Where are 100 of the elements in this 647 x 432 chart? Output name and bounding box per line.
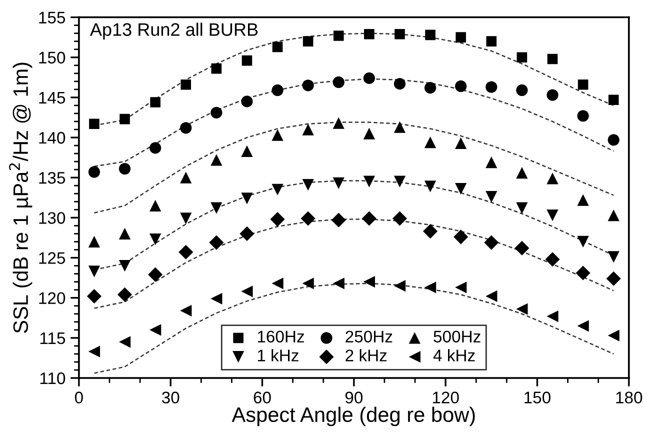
point: [120, 114, 130, 124]
point: [117, 287, 132, 302]
point: [454, 230, 468, 244]
point: [270, 212, 285, 227]
point: [180, 79, 192, 90]
point: [608, 134, 620, 146]
point: [363, 176, 375, 188]
point: [547, 54, 558, 64]
point: [363, 128, 375, 140]
y-tick-label: 110: [40, 372, 66, 384]
point: [608, 94, 619, 105]
point: [118, 260, 131, 272]
legend-label: 2 kHz: [346, 349, 387, 362]
point: [425, 30, 436, 40]
point: [302, 36, 314, 46]
point: [242, 55, 252, 66]
point: [546, 310, 558, 322]
point: [516, 84, 528, 96]
chart-title: Ap13 Run2 all BURB: [90, 22, 258, 40]
point: [150, 234, 162, 246]
point: [272, 129, 284, 141]
point: [363, 276, 375, 288]
point: [88, 266, 100, 278]
point: [272, 278, 284, 290]
point: [486, 36, 497, 46]
point: [546, 89, 558, 101]
y-tick-label: 140: [39, 132, 66, 144]
point: [394, 28, 405, 40]
point: [333, 30, 344, 41]
point: [576, 266, 590, 280]
point: [331, 212, 346, 228]
point: [210, 292, 222, 304]
point: [211, 63, 222, 74]
legend-label: 500Hz: [434, 330, 480, 343]
point: [180, 172, 192, 184]
y-tick-label: 115: [40, 332, 66, 344]
point: [608, 251, 620, 263]
point: [424, 180, 436, 192]
point: [363, 72, 375, 84]
point: [392, 211, 408, 226]
legend-label: 250Hz: [346, 330, 392, 343]
x-axis-title: Aspect Angle (deg re bow): [232, 406, 475, 426]
point: [577, 110, 589, 122]
x-tick-label: 60: [254, 392, 271, 404]
point: [118, 162, 131, 175]
y-tick-label: 155: [39, 12, 66, 24]
point: [455, 183, 467, 195]
point: [394, 121, 406, 133]
point: [577, 236, 589, 248]
point: [88, 346, 100, 358]
point: [302, 278, 314, 290]
point: [88, 236, 100, 248]
point: [180, 304, 192, 316]
point: [455, 80, 467, 92]
legend-label: 4 kHz: [433, 349, 475, 362]
point: [241, 286, 253, 298]
point: [578, 79, 588, 90]
point: [272, 84, 284, 96]
point: [180, 122, 192, 134]
point: [118, 228, 131, 240]
point: [118, 336, 131, 348]
y-tick-label: 150: [39, 52, 66, 64]
point: [180, 212, 192, 224]
point: [332, 278, 344, 290]
point: [577, 194, 589, 206]
point: [210, 202, 222, 214]
x-tick-label: 180: [616, 392, 642, 404]
legend-label: 160Hz: [258, 330, 304, 343]
point: [545, 252, 560, 267]
point: [486, 290, 498, 302]
x-tick-label: 0: [74, 392, 83, 404]
point: [424, 136, 436, 148]
point: [424, 282, 436, 294]
x-tick-label: 30: [162, 392, 180, 404]
point: [484, 235, 499, 250]
point: [240, 226, 254, 241]
point: [394, 280, 406, 292]
point: [546, 209, 558, 222]
point: [302, 80, 314, 92]
point: [332, 177, 344, 190]
point: [150, 200, 162, 212]
x-tick-label: 90: [345, 392, 363, 404]
point: [210, 106, 222, 118]
point: [606, 271, 621, 286]
point: [241, 96, 253, 108]
point: [209, 235, 224, 250]
point: [423, 224, 438, 239]
point: [455, 282, 467, 294]
legend-label: 1 kHz: [258, 349, 298, 362]
point: [178, 244, 194, 260]
y-tick-label: 130: [39, 212, 66, 224]
point: [241, 145, 253, 157]
point: [514, 240, 530, 256]
point: [210, 154, 222, 166]
point: [516, 52, 528, 63]
point: [86, 288, 102, 304]
point: [272, 42, 283, 52]
point: [424, 82, 436, 94]
point: [272, 184, 284, 196]
point: [486, 156, 498, 168]
